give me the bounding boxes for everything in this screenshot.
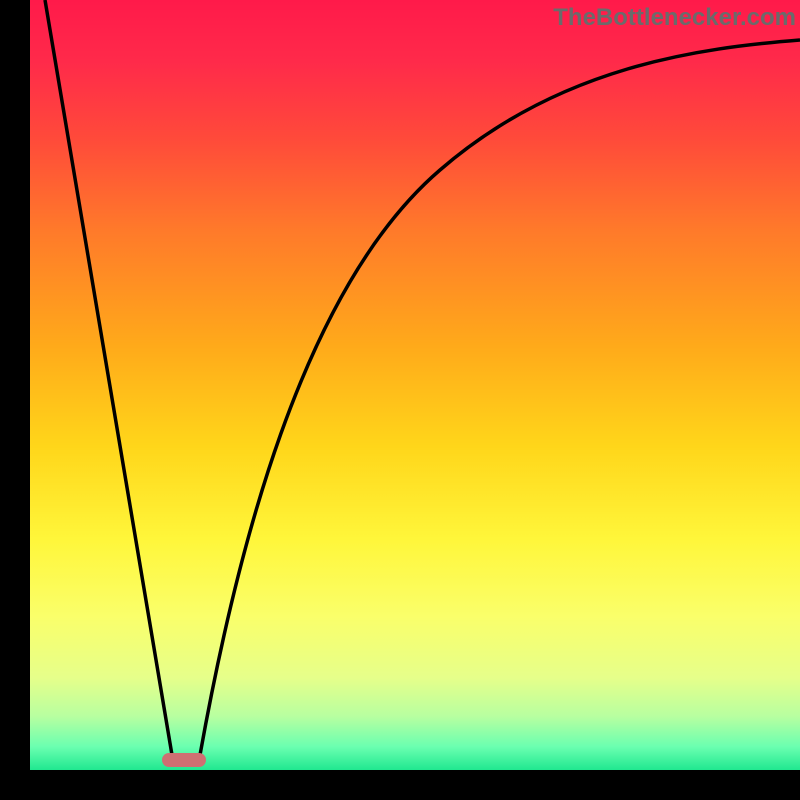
chart-container: TheBottlenecker.com <box>0 0 800 800</box>
minimum-marker <box>162 753 206 767</box>
watermark-text: TheBottlenecker.com <box>553 4 796 32</box>
right-curve <box>200 40 800 755</box>
curve-layer <box>0 0 800 800</box>
left-curve <box>45 0 172 755</box>
